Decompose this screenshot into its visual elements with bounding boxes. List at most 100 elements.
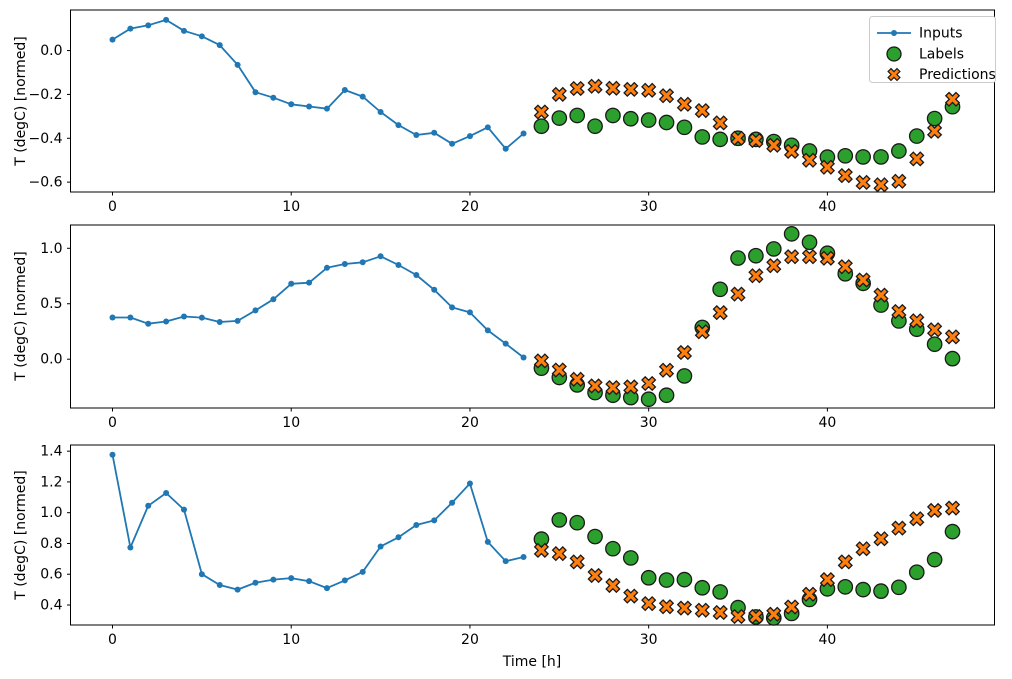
predictions-point <box>783 249 800 265</box>
inputs-point <box>466 133 473 140</box>
predictions-point <box>909 511 925 527</box>
x-tick-label: 30 <box>640 415 658 431</box>
inputs-point <box>270 296 277 303</box>
inputs-point <box>145 22 152 29</box>
labels-point <box>658 387 675 404</box>
labels-point <box>908 564 925 581</box>
predictions-point <box>658 599 675 615</box>
inputs-point <box>484 124 491 131</box>
inputs-point <box>377 108 384 115</box>
inputs-point <box>163 490 170 496</box>
predictions-point <box>801 586 818 602</box>
predictions-point <box>873 287 889 303</box>
y-tick-label: 1.4 <box>40 444 62 460</box>
predictions-point <box>694 102 710 119</box>
predictions-point <box>730 130 746 146</box>
predictions-point <box>783 599 800 615</box>
x-tick-label: 20 <box>461 199 479 215</box>
predictions-point <box>605 379 621 396</box>
y-tick-label: −0.2 <box>29 87 63 103</box>
labels-point <box>855 581 871 598</box>
inputs-point <box>270 576 277 583</box>
inputs-point <box>198 314 205 321</box>
plot-frame <box>70 224 995 409</box>
predictions-point <box>658 362 675 378</box>
predictions-point <box>569 80 585 97</box>
predictions-point <box>712 604 728 621</box>
labels-point <box>676 571 693 588</box>
predictions-point <box>926 502 943 519</box>
inputs-point <box>109 36 116 43</box>
labels-point <box>605 540 621 557</box>
labels-point <box>658 114 675 131</box>
inputs-point <box>252 307 259 314</box>
inputs-point <box>431 517 438 524</box>
x-tick-label: 40 <box>818 632 836 648</box>
inputs-point <box>359 259 366 266</box>
inputs-point <box>163 318 170 325</box>
labels-point <box>783 226 800 242</box>
labels-point <box>712 584 729 600</box>
labels-point <box>748 247 764 264</box>
inputs-point <box>198 571 205 578</box>
labels-point <box>551 512 568 528</box>
inputs-point <box>484 327 491 334</box>
predictions-point <box>909 151 925 167</box>
y-tick-label: 0.5 <box>40 296 62 312</box>
x-tick-label: 10 <box>282 632 300 648</box>
predictions-point <box>766 137 782 153</box>
predictions-point <box>587 378 603 394</box>
predictions-point <box>873 177 889 193</box>
labels-point <box>944 350 961 367</box>
y-tick-label: 0.6 <box>40 567 62 583</box>
labels-point <box>640 112 657 128</box>
inputs-point <box>323 105 330 112</box>
predictions-point <box>944 329 961 345</box>
subplot-1-content: 0 10 20 30 40 0.0 −0.2 −0.4 −0.6 <box>29 9 995 215</box>
legend-label-labels: Labels <box>919 47 964 63</box>
predictions-point <box>801 249 818 265</box>
predictions-point <box>605 80 621 96</box>
inputs-point <box>306 103 313 110</box>
y-tick-label: 1.2 <box>40 474 62 490</box>
inputs-point <box>234 317 241 324</box>
inputs-point <box>127 314 134 321</box>
inputs-point <box>520 554 527 560</box>
labels-point <box>569 107 586 124</box>
inputs-point <box>288 280 295 287</box>
inputs-point <box>109 451 116 458</box>
predictions-point <box>819 250 836 266</box>
predictions-point <box>605 577 621 594</box>
predictions-point <box>766 258 782 274</box>
labels-point <box>676 368 693 384</box>
inputs-point <box>413 131 420 138</box>
labels-point <box>765 241 782 257</box>
predictions-point <box>783 143 800 160</box>
labels-point <box>926 110 943 127</box>
labels-point <box>551 110 568 126</box>
labels-point <box>801 234 818 251</box>
labels-point <box>533 118 550 135</box>
predictions-point <box>926 322 943 338</box>
labels-point <box>891 143 907 159</box>
y-tick-label: 1.0 <box>40 241 62 257</box>
predictions-point <box>926 123 943 139</box>
labels-point <box>837 147 854 164</box>
y-axis-label-2: T (degC) [normed] <box>13 251 29 382</box>
inputs-point <box>449 140 456 147</box>
predictions-point <box>641 82 657 98</box>
subplot-2-content: 0 10 20 30 40 0.0 0.5 1.0 <box>40 224 995 431</box>
predictions-point <box>533 104 550 120</box>
predictions-point <box>891 520 907 536</box>
inputs-point <box>252 89 259 96</box>
inputs-point <box>323 585 330 592</box>
labels-point <box>587 118 603 135</box>
x-tick-label: 30 <box>640 632 658 648</box>
inputs-point <box>288 101 295 108</box>
inputs-point <box>306 578 313 585</box>
predictions-point <box>837 554 853 570</box>
inputs-point <box>109 314 116 321</box>
predictions-point <box>909 313 925 329</box>
inputs-point <box>413 522 420 528</box>
